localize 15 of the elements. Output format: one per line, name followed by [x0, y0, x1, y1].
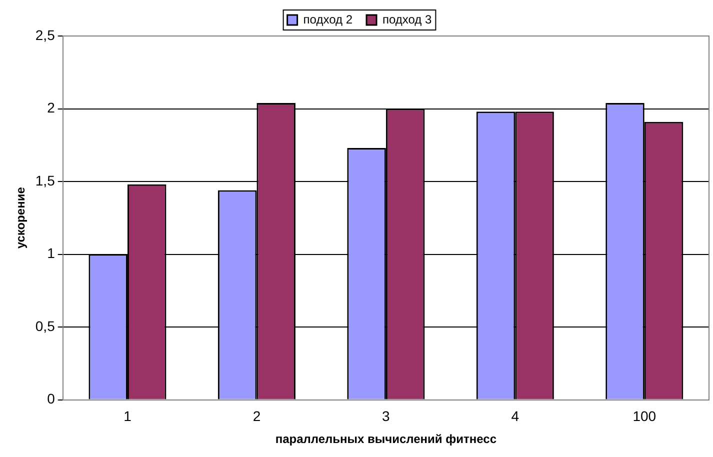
y-axis-title: ускорение [14, 186, 28, 249]
legend-label: подход 2 [303, 12, 353, 26]
legend-label: подход 3 [382, 12, 432, 26]
x-tick-label: 4 [511, 408, 520, 424]
y-tick-label: 1 [47, 245, 56, 262]
x-tick-label: 2 [252, 408, 261, 424]
x-tick-label: 1 [124, 408, 132, 424]
x-tick-label: 3 [382, 408, 390, 424]
y-tick-label: 0 [47, 390, 56, 407]
y-tick-label: 1,5 [35, 172, 56, 188]
y-tick-label: 2 [47, 100, 56, 116]
y-tick-label: 0,5 [35, 318, 56, 334]
x-tick-label: 100 [632, 408, 656, 424]
x-axis-title: параллельных вычислений фитнесс [275, 432, 497, 446]
y-tick-label: 2,5 [35, 26, 56, 43]
